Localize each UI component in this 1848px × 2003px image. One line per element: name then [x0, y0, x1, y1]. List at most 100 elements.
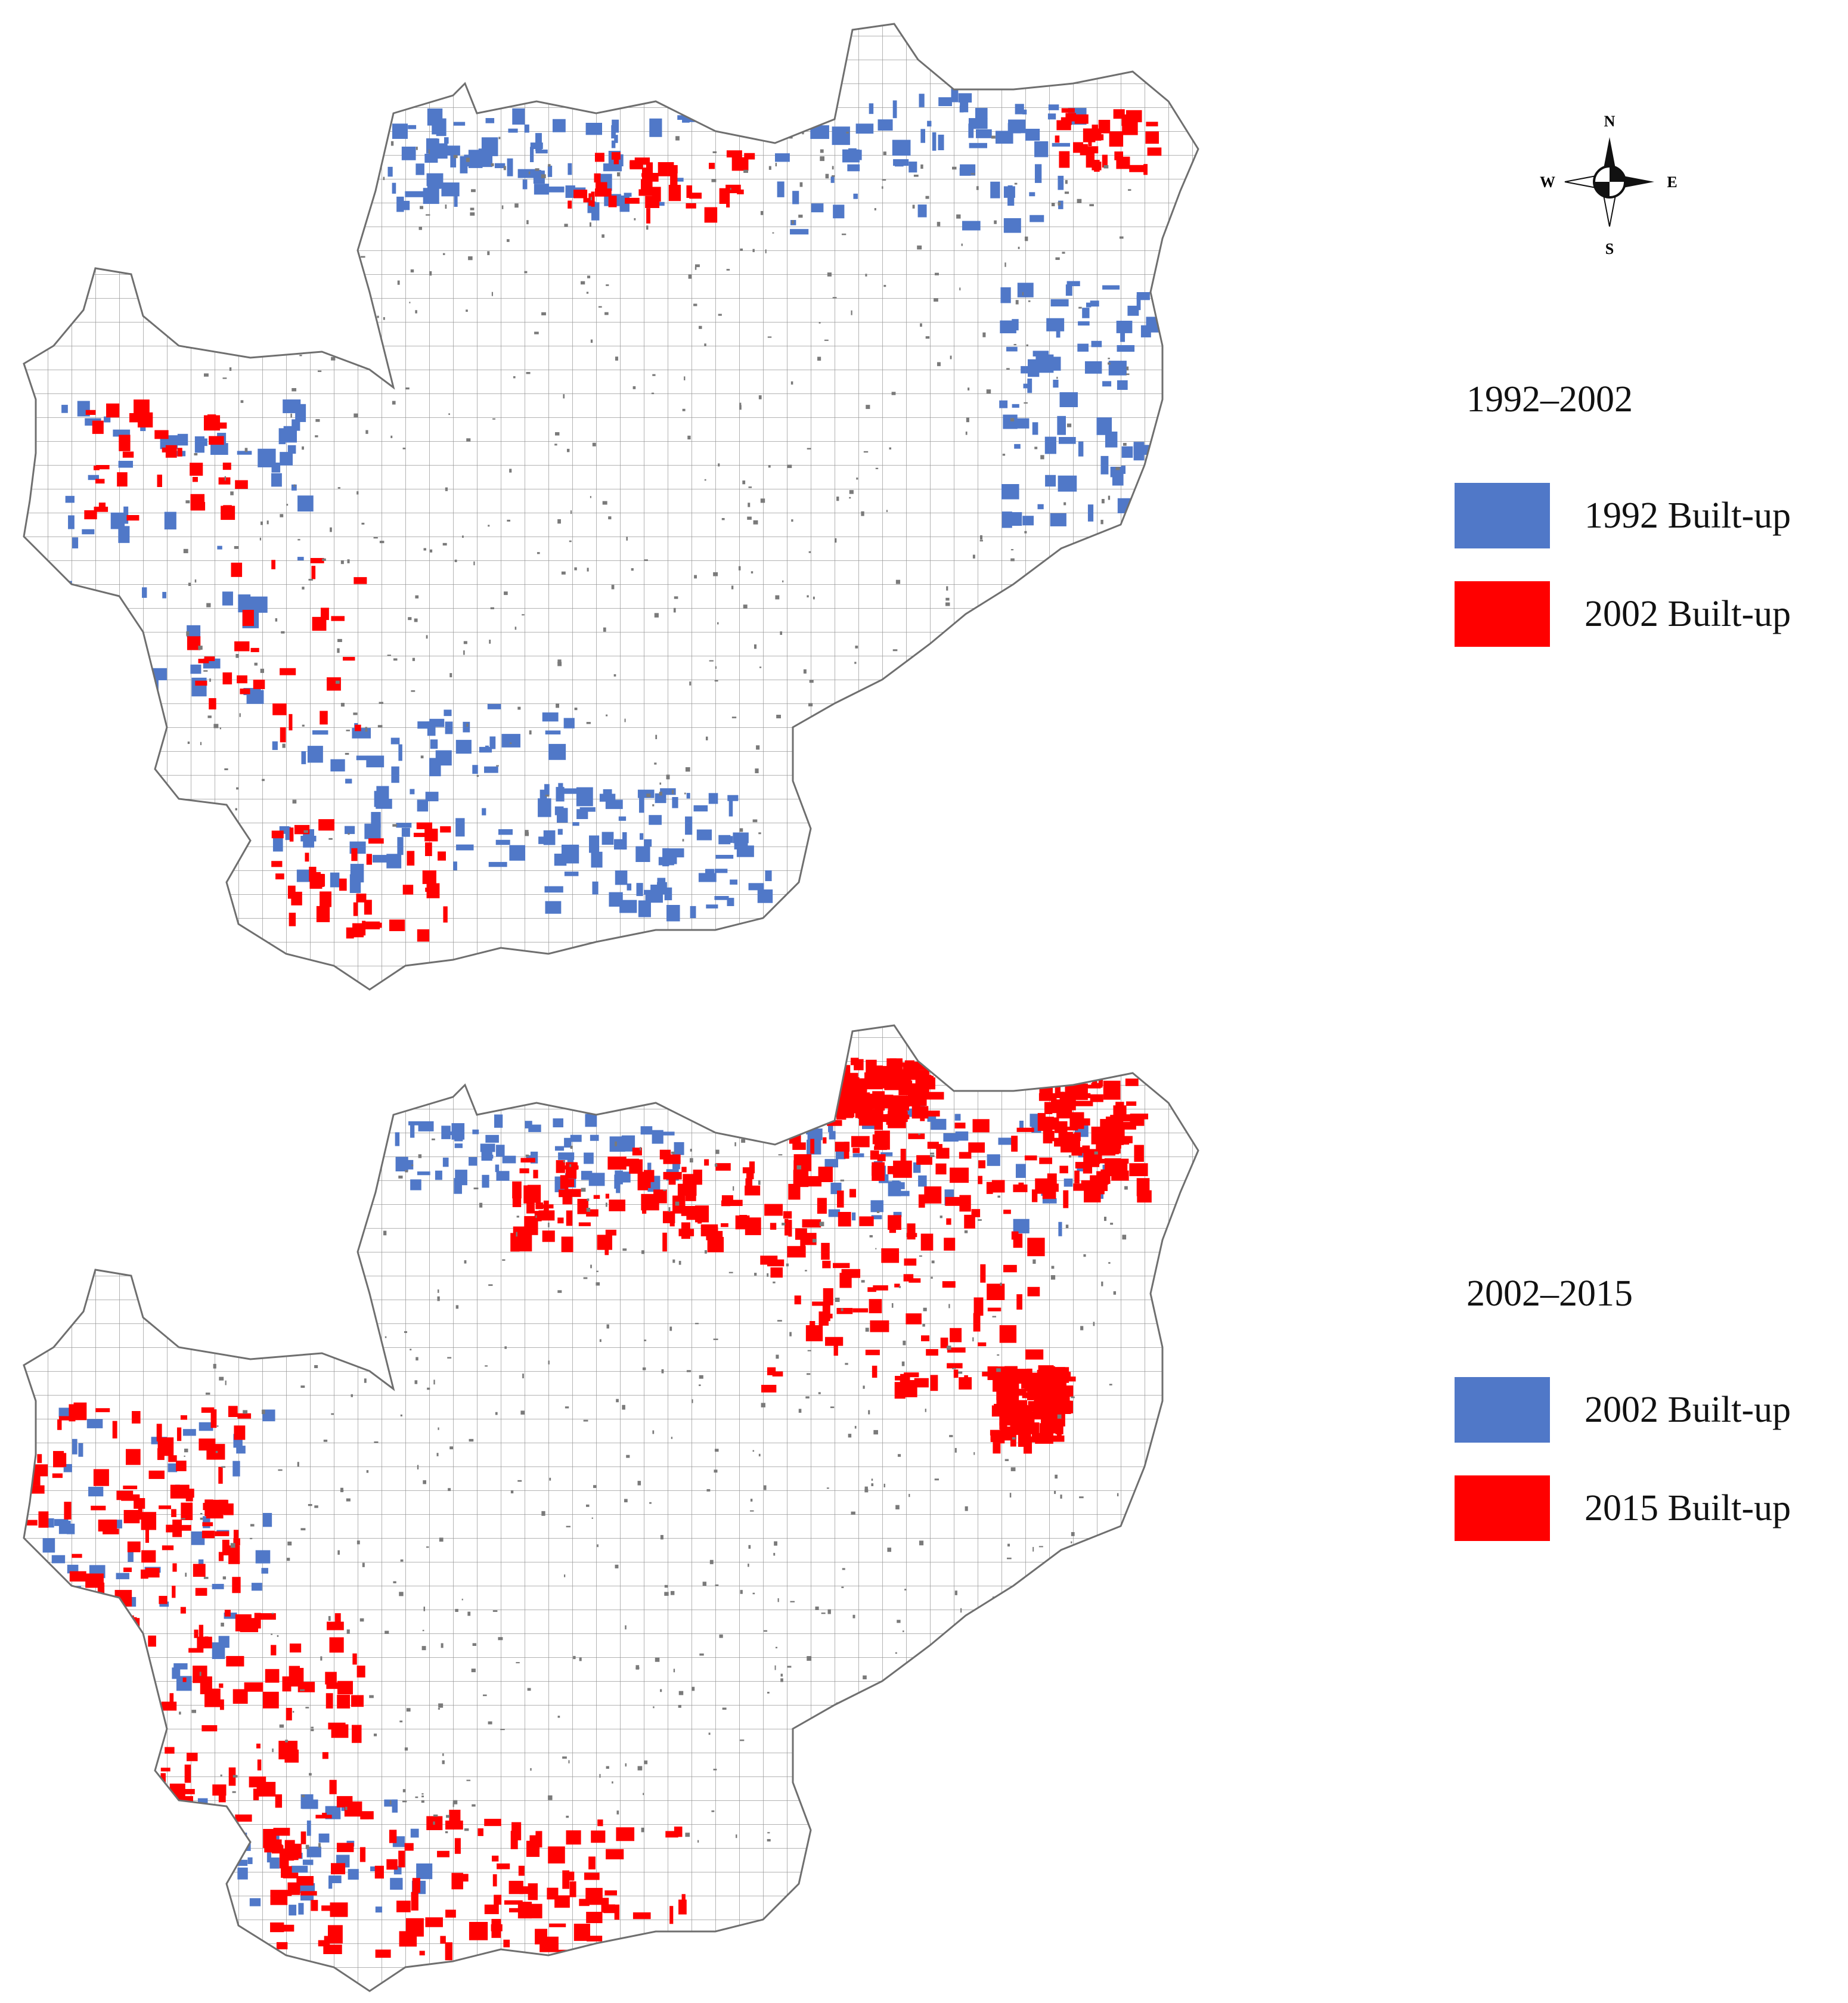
built-up-patch: [632, 1148, 642, 1156]
built-up-patch: [453, 122, 466, 126]
built-up-patch: [488, 1721, 492, 1725]
built-up-patch: [535, 1215, 537, 1218]
built-up-patch: [85, 410, 96, 415]
built-up-patch: [331, 616, 345, 621]
built-up-patch: [427, 1387, 430, 1390]
built-up-patch: [554, 1146, 565, 1151]
built-up-patch: [1100, 455, 1109, 475]
built-up-patch: [379, 702, 384, 704]
built-up-patch: [395, 1132, 400, 1146]
built-up-patch: [1047, 1173, 1057, 1191]
built-up-patch: [748, 503, 751, 507]
built-up-patch: [880, 796, 883, 798]
built-up-patch: [1071, 1147, 1083, 1156]
built-up-patch: [188, 1648, 204, 1653]
built-up-patch: [787, 464, 792, 469]
built-up-patch: [606, 714, 608, 717]
built-up-patch: [648, 173, 659, 182]
built-up-patch: [24, 1575, 26, 1582]
built-up-patch: [310, 558, 324, 563]
built-up-patch: [1056, 320, 1061, 338]
built-up-patch: [611, 125, 616, 139]
built-up-patch: [805, 1270, 807, 1272]
built-up-patch: [297, 557, 304, 561]
built-up-patch: [715, 855, 734, 859]
built-up-patch: [871, 1215, 882, 1220]
built-up-patch: [244, 448, 248, 452]
built-up-patch: [917, 204, 927, 218]
built-up-patch: [674, 596, 678, 599]
built-up-patch: [482, 1694, 487, 1697]
built-up-patch: [104, 416, 111, 423]
built-up-patch: [671, 1151, 675, 1154]
built-up-patch: [1128, 189, 1131, 191]
built-up-patch: [937, 222, 941, 227]
built-up-patch: [213, 1216, 215, 1221]
built-up-patch: [1039, 621, 1044, 626]
built-up-patch: [352, 1725, 362, 1743]
built-up-patch: [445, 1909, 456, 1918]
built-up-patch: [1093, 1322, 1095, 1326]
built-up-patch: [502, 1259, 506, 1261]
built-up-patch: [561, 571, 566, 575]
built-up-patch: [542, 1230, 555, 1242]
built-up-patch: [345, 752, 349, 755]
built-up-patch: [233, 1530, 239, 1549]
built-up-patch: [290, 413, 292, 418]
built-up-patch: [534, 1211, 542, 1221]
built-up-patch: [444, 137, 449, 144]
built-up-patch: [356, 1666, 365, 1678]
built-up-patch: [624, 193, 632, 197]
built-up-patch: [1090, 300, 1099, 307]
built-up-patch: [965, 1635, 968, 1638]
built-up-patch: [715, 1449, 719, 1452]
built-up-patch: [547, 186, 565, 193]
built-up-patch: [1088, 138, 1092, 146]
built-up-patch: [301, 1224, 306, 1227]
built-up-patch: [587, 275, 591, 278]
built-up-patch: [584, 1152, 594, 1164]
built-up-patch: [641, 1250, 645, 1254]
built-up-patch: [500, 1728, 505, 1731]
built-up-patch: [4, 1502, 20, 1512]
built-up-patch: [280, 727, 286, 743]
built-up-patch: [1019, 1120, 1024, 1128]
built-up-patch: [262, 1691, 279, 1709]
built-up-patch: [584, 1872, 600, 1880]
built-up-patch: [889, 1070, 900, 1076]
built-up-patch: [829, 1131, 836, 1140]
built-up-patch: [1058, 1372, 1071, 1378]
built-up-patch: [250, 1524, 255, 1527]
built-up-patch: [982, 1372, 993, 1376]
built-up-patch: [1127, 305, 1139, 316]
built-up-patch: [859, 1216, 874, 1226]
built-up-patch: [227, 1862, 231, 1873]
built-up-patch: [810, 1139, 815, 1154]
built-up-patch: [234, 1186, 237, 1189]
built-up-patch: [1024, 402, 1028, 404]
built-up-patch: [925, 1409, 926, 1412]
built-up-patch: [827, 272, 832, 277]
built-up-patch: [699, 1375, 703, 1379]
built-up-patch: [517, 706, 521, 710]
built-up-patch: [825, 754, 829, 756]
built-up-patch: [201, 1407, 215, 1413]
built-up-patch: [530, 1768, 532, 1771]
built-up-patch: [1015, 300, 1019, 305]
map-1992-2002-svg: [23, 23, 1199, 991]
built-up-patch: [376, 798, 392, 809]
built-up-patch: [119, 1609, 127, 1623]
built-up-patch: [472, 765, 478, 774]
built-up-patch: [780, 631, 783, 635]
built-up-patch: [95, 1408, 110, 1412]
built-up-patch: [250, 330, 252, 331]
built-up-patch: [454, 559, 457, 562]
legend-title: 2002–2015: [1466, 1273, 1633, 1314]
built-up-patch: [870, 1320, 889, 1332]
built-up-patch: [978, 1176, 982, 1185]
map-1992-2002: [0, 12, 1216, 1002]
built-up-patch: [713, 1236, 721, 1252]
built-up-patch: [557, 1217, 564, 1224]
built-up-patch: [1005, 817, 1007, 818]
built-up-patch: [224, 1610, 231, 1617]
